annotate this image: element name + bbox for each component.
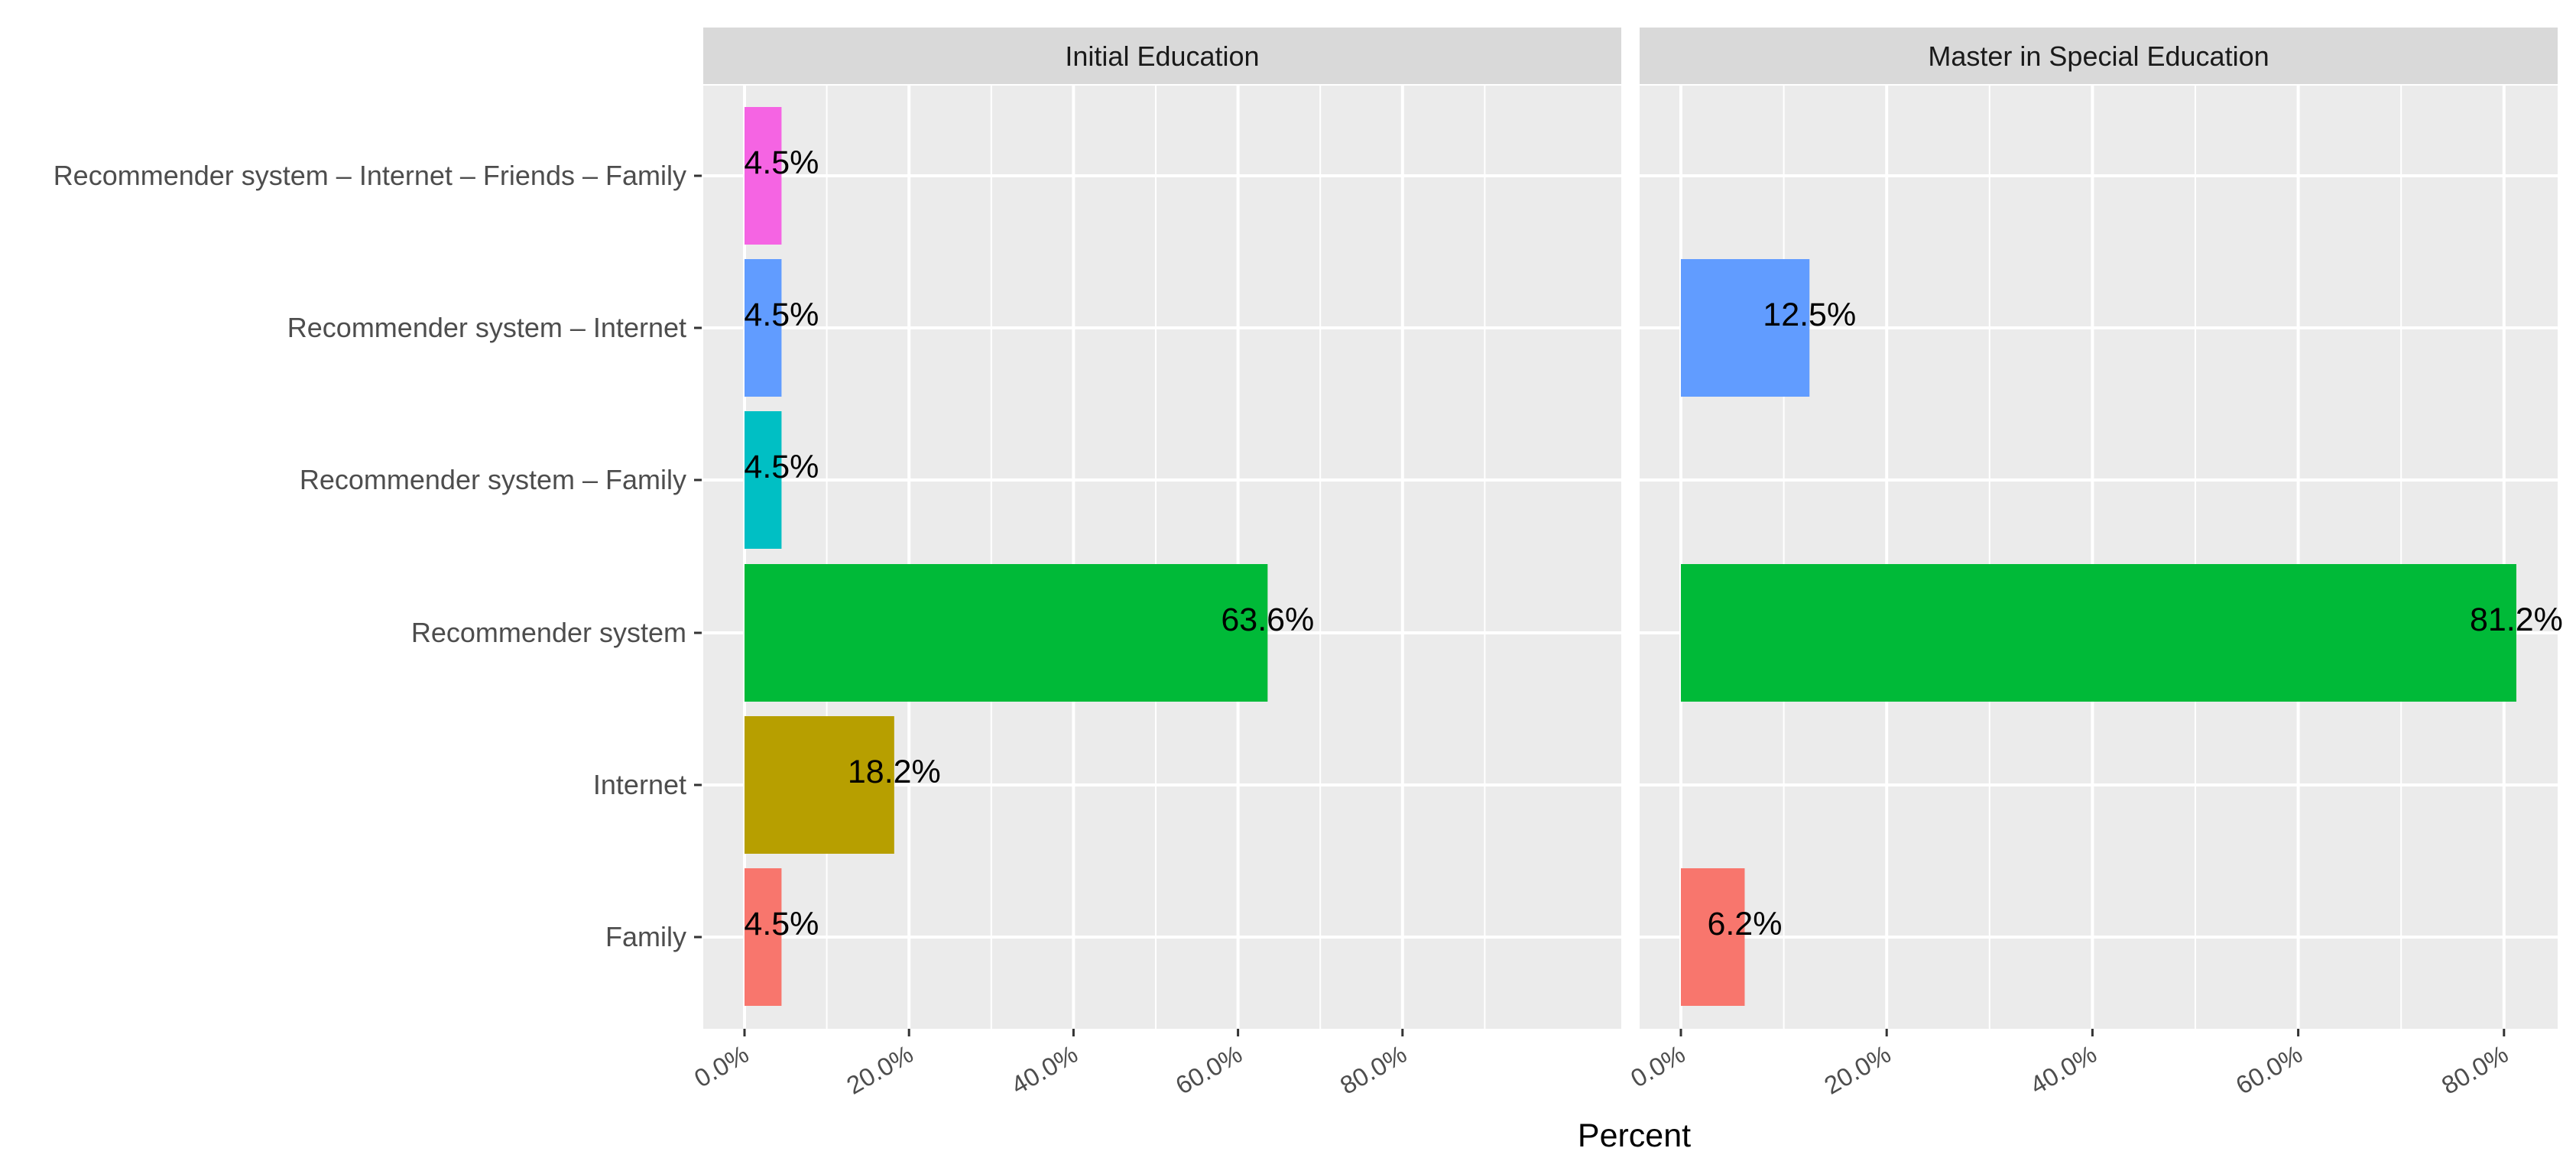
x-tick-label: 0.0% [1626, 1039, 1690, 1093]
bar [1681, 868, 1745, 1006]
data-label: 4.5% [744, 297, 819, 333]
data-label: 12.5% [1763, 297, 1856, 333]
data-label: 6.2% [1707, 906, 1782, 942]
y-category-label: Recommender system – Internet – Friends … [54, 160, 686, 191]
bar [745, 716, 894, 854]
y-category-label: Internet [593, 769, 686, 800]
facet-strip [1640, 28, 2558, 84]
plot-background [703, 86, 1621, 1029]
bar [1681, 259, 1810, 397]
x-tick-label: 60.0% [1171, 1039, 1247, 1100]
x-tick-label: 80.0% [2437, 1039, 2513, 1100]
facet-panel: Master in Special Education 12.5% 81.2% 6.2… [1626, 28, 2563, 1100]
x-tick-label: 20.0% [842, 1039, 918, 1100]
data-label: 4.5% [744, 144, 819, 181]
bar [745, 411, 782, 549]
x-axis-title: Percent [1578, 1117, 1691, 1154]
bar [745, 564, 1268, 702]
data-label: 4.5% [744, 449, 819, 485]
x-tick-label: 20.0% [1819, 1039, 1896, 1100]
panels-layer: Initial Education 4.5% 4.5% 4.5% 63.6% 18.2% 4… [689, 28, 2563, 1100]
x-tick-label: 40.0% [2025, 1039, 2101, 1100]
facet-strip [703, 28, 1621, 84]
x-tick-label: 0.0% [689, 1039, 754, 1093]
data-label: 18.2% [848, 754, 941, 790]
facet-strip-label: Master in Special Education [1928, 41, 2269, 72]
bar [745, 259, 782, 397]
bar [745, 107, 782, 245]
y-category-label: Family [605, 921, 686, 952]
y-category-label: Recommender system – Internet [287, 312, 686, 343]
x-tick-label: 80.0% [1335, 1039, 1412, 1100]
facet-panel: Initial Education 4.5% 4.5% 4.5% 63.6% 18.2% 4… [689, 28, 1621, 1100]
facet-strip-label: Initial Education [1065, 41, 1259, 72]
data-label: 4.5% [744, 906, 819, 942]
x-tick-label: 40.0% [1006, 1039, 1082, 1100]
y-category-label: Recommender system – Family [300, 464, 686, 495]
plot-background [1640, 86, 2558, 1029]
x-tick-label: 60.0% [2231, 1039, 2308, 1100]
bar [745, 868, 782, 1006]
data-label: 63.6% [1221, 602, 1314, 638]
y-category-label: Recommender system [411, 617, 686, 648]
data-label: 81.2% [2470, 602, 2563, 638]
y-axis: Recommender system – Internet – Friends … [54, 160, 702, 952]
bar [1681, 564, 2516, 702]
